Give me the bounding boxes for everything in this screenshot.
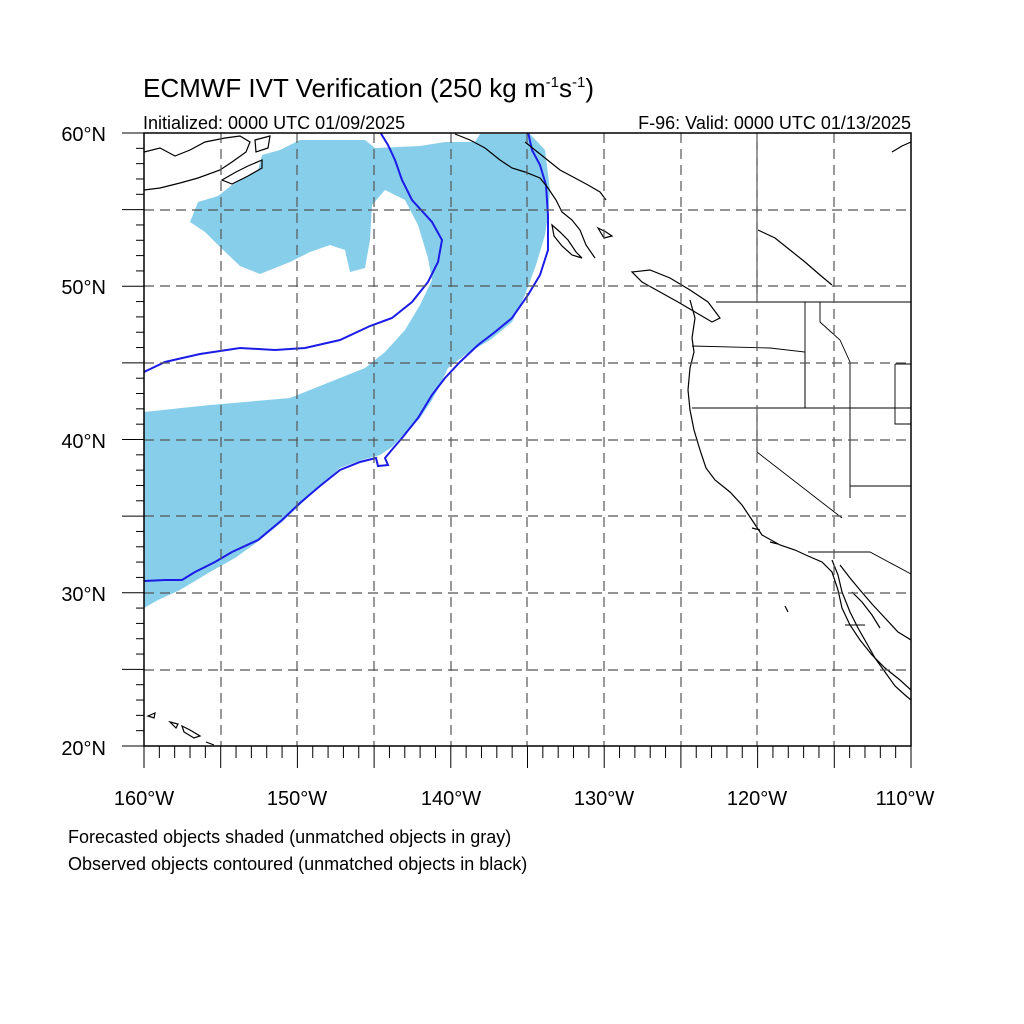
lat-label-20n: 20°N (61, 738, 106, 760)
lon-label-120w: 120°W (727, 788, 787, 810)
coastlines (144, 133, 911, 746)
axis-ticks (122, 132, 912, 768)
observed-note: Observed objects contoured (unmatched ob… (68, 854, 527, 874)
longitude-labels: 160°W 150°W 140°W 130°W 120°W 110°W (114, 788, 935, 810)
initialized-label: Initialized: 0000 UTC 01/09/2025 (143, 113, 405, 133)
lon-label-110w: 110°W (876, 788, 935, 810)
observed-object-contour (144, 133, 549, 582)
lon-label-160w: 160°W (114, 788, 174, 810)
latitude-labels: 60°N 50°N 40°N 30°N 20°N (61, 124, 106, 760)
lat-label-50n: 50°N (61, 277, 106, 299)
lat-label-40n: 40°N (61, 431, 106, 453)
lon-label-150w: 150°W (267, 788, 327, 810)
political-boundaries (691, 133, 911, 626)
forecast-note: Forecasted objects shaded (unmatched obj… (68, 827, 511, 847)
lon-label-130w: 130°W (574, 788, 634, 810)
valid-label: F-96: Valid: 0000 UTC 01/13/2025 (638, 113, 911, 133)
forecast-object-shading (144, 134, 550, 608)
lat-label-60n: 60°N (61, 124, 106, 146)
map-title: ECMWF IVT Verification (250 kg m-1s-1) (143, 73, 594, 103)
map-gridlines (144, 133, 911, 746)
lon-label-140w: 140°W (421, 788, 481, 810)
lat-label-30n: 30°N (61, 584, 106, 606)
